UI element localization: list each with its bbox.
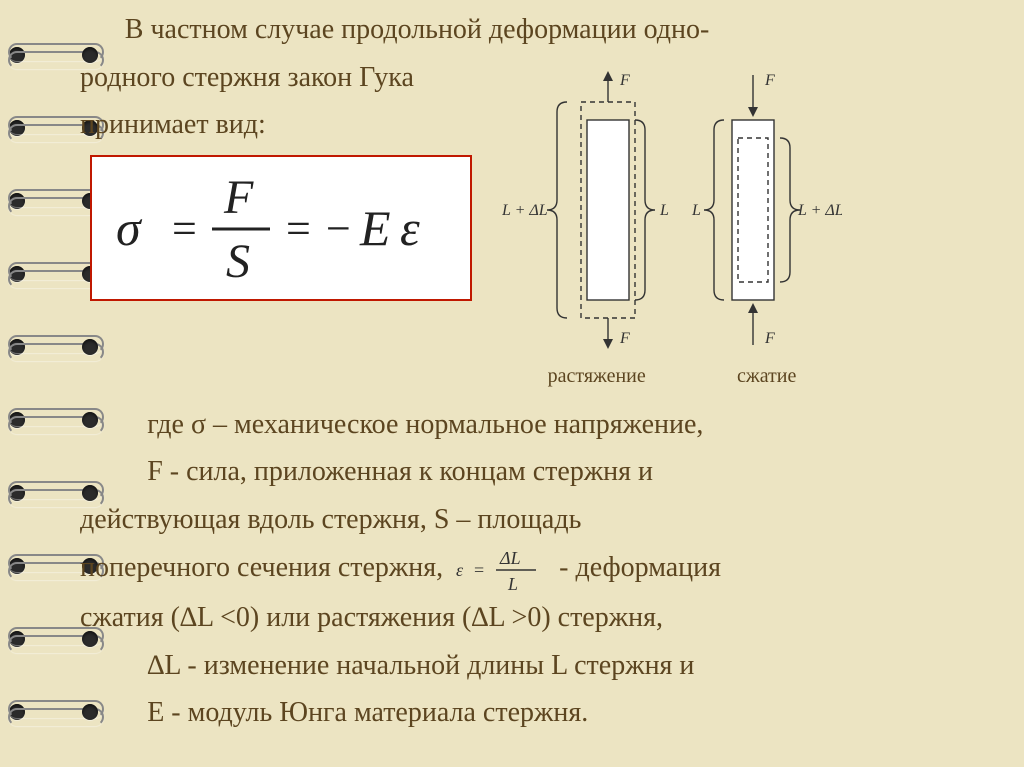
equals-1: = <box>172 204 197 253</box>
where-S-line2b: - деформация <box>559 552 721 583</box>
where-S-line2a: поперечного сечения стержня, <box>80 552 443 583</box>
sigma-symbol: σ <box>116 200 143 256</box>
denominator-S: S <box>226 235 250 287</box>
svg-text:L + ΔL: L + ΔL <box>797 202 842 219</box>
numerator-F: F <box>223 171 254 224</box>
minus-sign: − <box>326 204 351 253</box>
where-S-line2: поперечного сечения стержня, ε = ΔL L - … <box>80 544 1004 594</box>
svg-text:L + ΔL: L + ΔL <box>502 202 548 219</box>
epsilon-definition: ε = ΔL L <box>456 544 546 594</box>
svg-text:=: = <box>474 560 484 580</box>
formula-and-diagram-row: σ = F S = − E ε <box>80 155 1004 393</box>
svg-text:F: F <box>619 72 630 89</box>
where-E: Е - модуль Юнга материала стержня. <box>80 689 1004 737</box>
diagram-labels: растяжение сжатие <box>502 359 842 393</box>
label-compression: сжатие <box>737 359 796 393</box>
svg-text:L: L <box>659 202 669 219</box>
svg-text:F: F <box>764 330 775 347</box>
equals-2: = <box>286 204 311 253</box>
where-S-line1: действующая вдоль стержня, S – площадь <box>80 496 1004 544</box>
rod-diagram-wrap: F F L + ΔL L а) <box>502 65 842 393</box>
svg-text:L: L <box>507 574 518 594</box>
where-dL-line2: ∆L - изменение начальной длины L стержня… <box>80 642 1004 690</box>
svg-text:ΔL: ΔL <box>499 548 521 568</box>
where-dL-line1: сжатия (∆L <0) или растяжения (∆L >0) ст… <box>80 594 1004 642</box>
intro-line-1: В частном случае продольной деформации о… <box>80 6 1004 54</box>
rod-diagram: F F L + ΔL L а) <box>502 65 842 355</box>
hooke-formula: σ = F S = − E ε <box>116 167 446 287</box>
svg-text:F: F <box>619 330 630 347</box>
svg-text:L: L <box>691 202 701 219</box>
slide-content: В частном случае продольной деформации о… <box>80 6 1004 757</box>
E-symbol: E <box>359 200 391 256</box>
where-sigma: где σ – механическое нормальное напряжен… <box>80 401 1004 449</box>
slide: В частном случае продольной деформации о… <box>0 0 1024 767</box>
label-tension: растяжение <box>548 359 646 393</box>
svg-text:ε: ε <box>456 560 464 580</box>
hooke-formula-box: σ = F S = − E ε <box>90 155 472 301</box>
where-F: F - сила, приложенная к концам стержня и <box>80 448 1004 496</box>
svg-text:F: F <box>764 72 775 89</box>
epsilon-symbol: ε <box>400 200 420 256</box>
